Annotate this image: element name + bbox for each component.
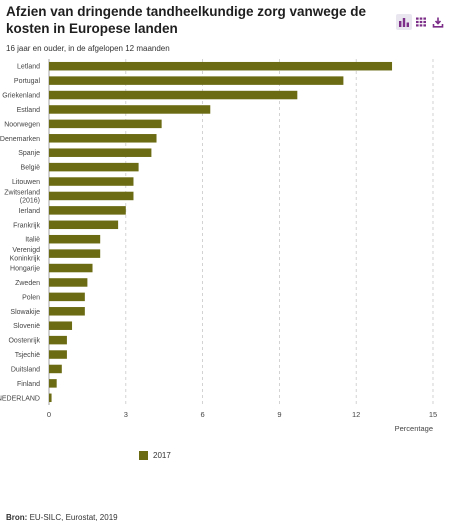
bar [49,162,139,172]
category-label: Oostenrijk [8,338,40,345]
category-label: Hongarije [10,266,40,273]
category-label: Portugal [14,78,41,85]
bar [49,76,344,85]
category-label: België [21,165,41,172]
category-label: Finland [17,381,40,388]
bar [49,134,157,143]
category-label: Denemarken [0,136,40,143]
bar [49,307,85,316]
bar [49,321,73,330]
x-tick-label: 12 [352,410,360,419]
download-icon[interactable] [430,14,446,30]
x-tick-label: 3 [124,410,128,419]
x-tick-label: 9 [277,410,281,419]
category-label: Polen [22,294,40,301]
legend[interactable]: 2017 [139,451,171,460]
category-label: Slowakije [10,309,40,316]
bar [49,292,85,302]
table-icon[interactable] [413,14,429,30]
category-label: Estland [17,107,40,114]
category-label: Letland [17,64,40,71]
bar [49,350,67,359]
source-label: Bron: [6,513,28,522]
category-label: Ierland [19,208,41,215]
bar [49,206,126,215]
category-label: Verenigd Koninkrijk [10,247,41,262]
bar [49,364,62,374]
chart-title: Afzien van dringende tandheelkundige zor… [6,4,367,36]
bar [49,177,134,186]
category-label: Zweden [15,280,40,287]
bar [49,119,162,129]
bar [49,191,134,201]
category-label: NEDERLAND [0,395,40,402]
bar [49,148,152,157]
category-label: Duitsland [11,366,40,373]
category-label: Zwitserland (2016) [4,189,40,204]
bar [49,90,298,100]
category-label: Slovenië [13,323,40,330]
x-tick-label: 15 [429,410,437,419]
legend-label: 2017 [153,451,171,460]
category-label: Spanje [18,150,40,157]
legend-swatch [139,451,148,460]
category-label: Tsjechië [15,352,40,359]
x-axis-title: Percentage [395,424,433,433]
category-label: Noorwegen [4,121,40,128]
bar-chart: 0 3 6 9 12 15 Letland Portugal Griekenland Estlan… [0,59,437,433]
bar [49,335,67,345]
category-label: Griekenland [2,93,40,100]
bar [49,249,101,258]
x-tick-label: 0 [47,410,51,419]
bar-chart-icon[interactable] [396,14,412,30]
x-tick-label: 6 [201,410,205,419]
chart-subtitle: 16 jaar en ouder, in de afgelopen 12 maa… [6,44,170,53]
bar [49,379,57,388]
bar [49,263,93,273]
bar [49,278,88,287]
bar [49,105,211,114]
bar [49,61,393,71]
bar [49,234,101,244]
chart-toolbar [396,14,446,32]
category-label: Italië [25,237,40,244]
bar [49,220,119,230]
source-text: EU-SILC, Eurostat, 2019 [29,513,118,522]
category-label: Litouwen [12,179,40,186]
source-note: Bron: EU-SILC, Eurostat, 2019 [6,513,118,522]
bar [49,393,52,403]
category-label: Frankrijk [13,222,40,229]
